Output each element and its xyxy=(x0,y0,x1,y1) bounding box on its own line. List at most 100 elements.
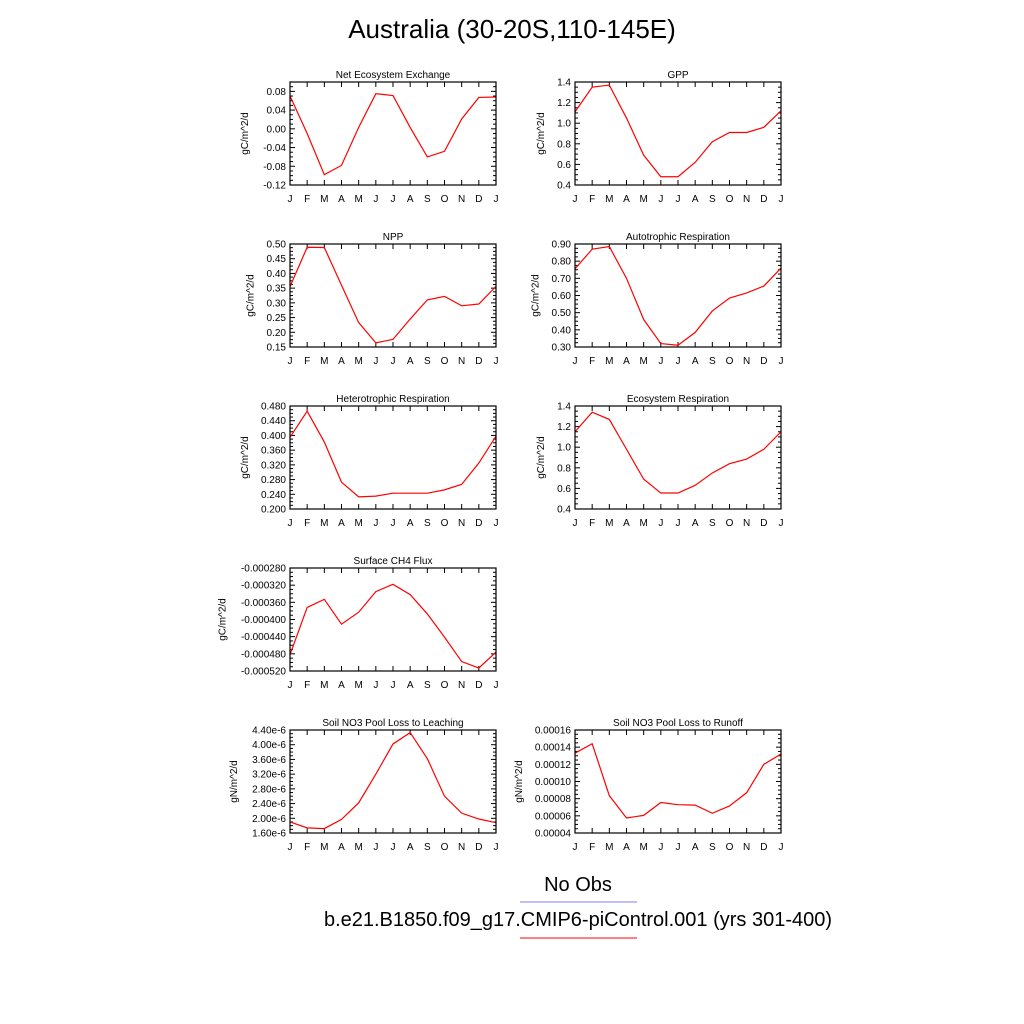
y-tick-label: 0.00 xyxy=(267,124,287,135)
x-tick-label: M xyxy=(639,356,647,367)
plot-frame xyxy=(574,729,782,834)
x-tick-label: A xyxy=(407,518,414,529)
x-tick-label: A xyxy=(407,356,414,367)
y-tick-label: 0.30 xyxy=(552,343,572,354)
panel-title: Soil NO3 Pool Loss to Leaching xyxy=(322,718,463,729)
x-tick-label: A xyxy=(407,680,414,691)
plot-frame xyxy=(289,567,497,672)
x-tick-label: J xyxy=(391,356,396,367)
x-tick-label: J xyxy=(658,356,663,367)
x-tick-label: J xyxy=(573,194,578,205)
x-tick-label: M xyxy=(354,356,362,367)
y-tick-label: 1.0 xyxy=(557,443,571,454)
y-tick-label: 0.00014 xyxy=(535,743,572,754)
x-tick-label: S xyxy=(424,356,431,367)
y-tick-label: 0.320 xyxy=(261,460,286,471)
y-tick-label: 0.00016 xyxy=(535,726,572,737)
x-tick-label: J xyxy=(373,842,378,853)
x-tick-label: O xyxy=(441,194,449,205)
x-tick-label: J xyxy=(779,518,784,529)
y-tick-label: 1.2 xyxy=(557,422,571,433)
x-tick-label: J xyxy=(494,680,499,691)
x-tick-label: J xyxy=(779,842,784,853)
x-tick-label: J xyxy=(779,194,784,205)
x-tick-label: M xyxy=(320,194,328,205)
y-tick-label: 0.08 xyxy=(267,87,287,98)
x-tick-label: D xyxy=(475,356,482,367)
y-tick-label: 2.40e-6 xyxy=(252,799,286,810)
y-tick-label: 0.00012 xyxy=(535,760,572,771)
y-tick-label: 0.4 xyxy=(557,181,571,192)
y-tick-label: -0.000360 xyxy=(241,598,286,609)
y-tick-label: 0.45 xyxy=(267,254,287,265)
x-tick-label: J xyxy=(288,356,293,367)
x-tick-label: J xyxy=(494,842,499,853)
y-tick-label: -0.000280 xyxy=(241,564,286,575)
y-tick-label: 2.80e-6 xyxy=(252,784,286,795)
x-tick-label: J xyxy=(288,842,293,853)
y-tick-label: 0.80 xyxy=(552,257,572,268)
x-tick-label: J xyxy=(676,842,681,853)
y-tick-label: 1.60e-6 xyxy=(252,829,286,840)
x-tick-label: O xyxy=(441,356,449,367)
x-tick-label: A xyxy=(407,194,414,205)
x-tick-label: A xyxy=(623,356,630,367)
x-tick-label: J xyxy=(494,194,499,205)
x-tick-label: N xyxy=(743,194,750,205)
x-tick-label: D xyxy=(475,518,482,529)
x-tick-label: O xyxy=(441,680,449,691)
y-tick-label: 4.00e-6 xyxy=(252,740,286,751)
panel-title: Surface CH4 Flux xyxy=(354,556,433,567)
x-tick-label: J xyxy=(676,518,681,529)
y-tick-label: 0.360 xyxy=(261,446,286,457)
x-tick-label: N xyxy=(743,356,750,367)
x-tick-label: M xyxy=(639,194,647,205)
x-tick-label: A xyxy=(407,842,414,853)
plot-frame xyxy=(289,81,497,186)
y-tick-label: 1.2 xyxy=(557,98,571,109)
x-tick-label: N xyxy=(458,842,465,853)
x-tick-label: J xyxy=(373,518,378,529)
legend-obs-label: No Obs xyxy=(544,874,612,896)
x-tick-label: O xyxy=(441,842,449,853)
y-axis-label: gC/m^2/d xyxy=(536,112,547,155)
x-tick-label: A xyxy=(338,842,345,853)
x-tick-label: D xyxy=(760,194,767,205)
x-tick-label: D xyxy=(760,842,767,853)
panel-title: GPP xyxy=(667,70,688,81)
y-tick-label: 0.40 xyxy=(552,325,572,336)
x-tick-label: D xyxy=(475,842,482,853)
x-tick-label: A xyxy=(623,194,630,205)
x-tick-label: J xyxy=(573,842,578,853)
y-tick-label: -0.000320 xyxy=(241,581,286,592)
series-line xyxy=(289,409,497,498)
x-tick-label: S xyxy=(424,842,431,853)
panel-title: Heterotrophic Respiration xyxy=(336,394,449,405)
x-tick-label: M xyxy=(605,842,613,853)
x-tick-label: F xyxy=(304,356,310,367)
y-tick-label: 0.240 xyxy=(261,490,286,501)
x-tick-label: J xyxy=(494,356,499,367)
y-tick-label: 3.60e-6 xyxy=(252,755,286,766)
series-line xyxy=(289,93,497,176)
series-line xyxy=(289,583,497,669)
x-tick-label: F xyxy=(304,194,310,205)
y-tick-label: 0.15 xyxy=(267,343,287,354)
y-tick-label: 0.8 xyxy=(557,463,571,474)
x-tick-label: M xyxy=(320,680,328,691)
y-tick-label: -0.08 xyxy=(263,162,286,173)
x-tick-label: A xyxy=(692,842,699,853)
x-tick-label: A xyxy=(338,356,345,367)
y-axis-label: gC/m^2/d xyxy=(240,436,251,479)
x-tick-label: A xyxy=(692,518,699,529)
x-tick-label: O xyxy=(726,194,734,205)
y-tick-label: 1.4 xyxy=(557,402,571,413)
y-tick-label: 0.4 xyxy=(557,505,571,516)
y-tick-label: 0.6 xyxy=(557,484,571,495)
y-tick-label: 0.8 xyxy=(557,139,571,150)
plot-frame xyxy=(289,405,497,510)
